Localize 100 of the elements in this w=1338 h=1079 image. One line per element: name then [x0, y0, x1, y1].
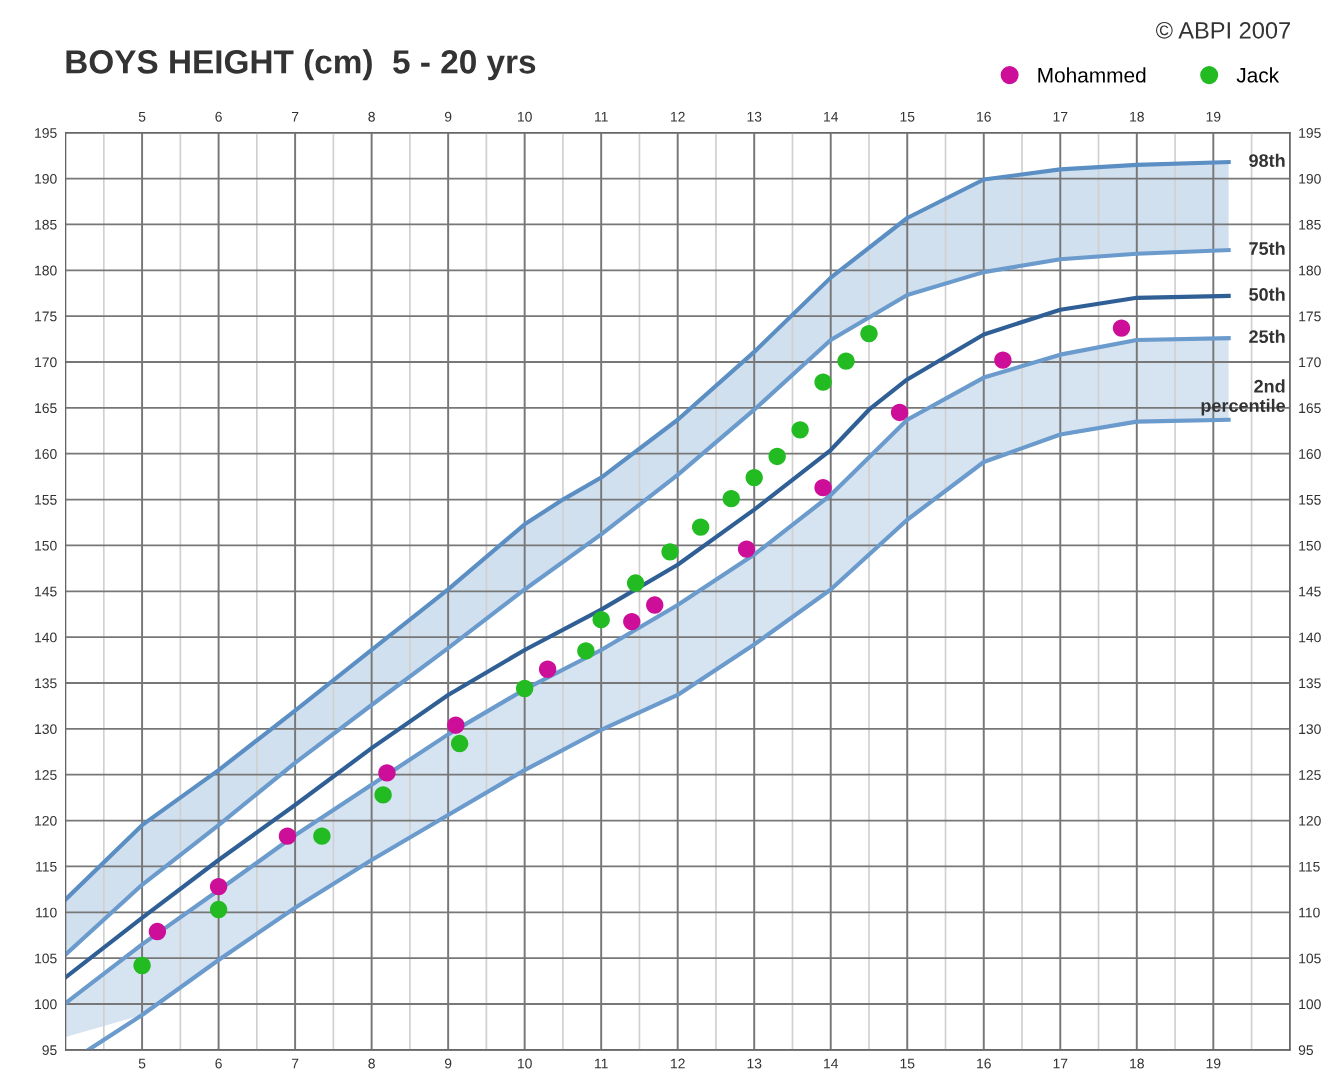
- x-tick-label: 9: [444, 1058, 452, 1069]
- point: [148, 922, 167, 941]
- y2-tick-label: 195: [1299, 128, 1321, 138]
- x2-tick-label: 10: [518, 111, 532, 122]
- x-tick-label: 13: [747, 1058, 762, 1069]
- y2-tick-label: 135: [1299, 678, 1321, 689]
- y2-tick-label: 145: [1299, 586, 1321, 597]
- point: [745, 468, 763, 487]
- y2-tick-label: 105: [1299, 953, 1321, 964]
- y-tick-label: 170: [35, 357, 57, 368]
- x2-tick-label: 11: [595, 111, 608, 122]
- point: [626, 574, 645, 592]
- x2-tick-label: 16: [977, 111, 991, 122]
- x-tick-label: 17: [1053, 1058, 1068, 1069]
- point: [447, 716, 465, 734]
- y-tick-label: 150: [35, 540, 57, 551]
- series-label: 98th: [1249, 153, 1285, 167]
- y-tick-label: 105: [35, 953, 57, 964]
- y-tick-label: 175: [35, 311, 57, 322]
- x2-tick-label: 18: [1130, 111, 1144, 122]
- point: [313, 827, 331, 845]
- point: [592, 611, 610, 629]
- point: [837, 352, 855, 370]
- y-tick-label: 155: [35, 495, 57, 505]
- y2-tick-label: 130: [1299, 724, 1321, 735]
- x-tick-label: 6: [215, 1058, 222, 1069]
- y2-tick-label: 95: [1298, 1045, 1314, 1056]
- point: [722, 489, 740, 508]
- x-tick-label: 12: [671, 1058, 685, 1069]
- point: [378, 764, 396, 782]
- point: [577, 642, 595, 660]
- point: [209, 900, 228, 919]
- y2-tick-label: 155: [1299, 495, 1321, 505]
- y-tick-label: 125: [35, 770, 57, 780]
- y-tick-label: 195: [35, 128, 57, 138]
- y-tick-label: 165: [35, 403, 57, 414]
- point: [814, 478, 832, 497]
- y2-tick-label: 175: [1299, 311, 1321, 322]
- x-tick-label: 8: [368, 1058, 375, 1069]
- y-tick-label: 135: [35, 678, 57, 689]
- x2-tick-label: 8: [368, 111, 375, 122]
- chart-title: BOYS HEIGHT (cm) 5 - 20 yrs: [66, 49, 536, 81]
- y-tick-label: 145: [35, 586, 57, 597]
- x2-tick-label: 13: [747, 111, 762, 122]
- y2-tick-label: 165: [1299, 403, 1321, 414]
- y2-tick-label: 110: [1299, 907, 1320, 918]
- point: [133, 956, 151, 975]
- y-tick-label: 190: [35, 173, 57, 184]
- point: [1112, 319, 1131, 337]
- y2-tick-label: 180: [1299, 265, 1321, 276]
- y2-tick-label: 115: [1299, 861, 1320, 872]
- x2-tick-label: 5: [138, 111, 146, 122]
- x-tick-label: 5: [138, 1058, 146, 1069]
- y-tick-label: 140: [35, 632, 57, 643]
- y2-tick-label: 170: [1299, 357, 1321, 368]
- point: [515, 679, 534, 698]
- y-tick-label: 120: [35, 815, 57, 826]
- x-tick-label: 15: [900, 1058, 915, 1069]
- x2-tick-label: 12: [671, 111, 685, 122]
- y2-tick-label: 125: [1299, 770, 1321, 780]
- x2-tick-label: 14: [824, 111, 839, 122]
- x2-tick-label: 6: [215, 111, 222, 122]
- x-tick-label: 14: [824, 1058, 839, 1069]
- x2-tick-label: 7: [291, 111, 299, 122]
- point: [450, 734, 469, 753]
- y-tick-label: 185: [35, 219, 57, 230]
- y-tick-label: 180: [35, 265, 57, 276]
- x-tick-label: 19: [1206, 1058, 1221, 1069]
- y-tick-label: 130: [35, 724, 57, 735]
- y-tick-label: 95: [42, 1045, 57, 1056]
- point: [623, 612, 641, 631]
- point: [646, 596, 664, 614]
- x2-tick-label: 19: [1206, 111, 1221, 122]
- text: © ABPI 2007: [1155, 21, 1290, 39]
- y2-tick-label: 150: [1299, 540, 1321, 551]
- x-tick-label: 16: [977, 1058, 991, 1069]
- y-tick-label: 115: [36, 861, 57, 872]
- x2-tick-label: 9: [444, 111, 452, 122]
- point: [890, 403, 909, 422]
- y2-tick-label: 100: [1299, 999, 1321, 1010]
- y2-tick-label: 190: [1299, 173, 1321, 184]
- point: [538, 660, 557, 678]
- series-label: 50th: [1249, 287, 1285, 301]
- x2-tick-label: 15: [900, 111, 915, 122]
- point: [814, 373, 832, 391]
- y2-tick-label: 160: [1299, 449, 1321, 459]
- x-tick-label: 7: [291, 1058, 299, 1069]
- y-tick-label: 110: [36, 907, 57, 918]
- y2-tick-label: 120: [1299, 815, 1321, 826]
- point: [860, 324, 878, 343]
- point: [768, 447, 786, 466]
- point: [737, 540, 756, 558]
- point: [691, 518, 710, 536]
- y2-tick-label: 140: [1299, 632, 1321, 643]
- legend-label: Jack: [1236, 67, 1280, 83]
- legend-label: Mohammed: [1038, 67, 1146, 83]
- point: [994, 351, 1012, 369]
- point: [661, 543, 679, 561]
- x2-tick-label: 17: [1053, 111, 1068, 122]
- x-tick-label: 10: [518, 1058, 532, 1069]
